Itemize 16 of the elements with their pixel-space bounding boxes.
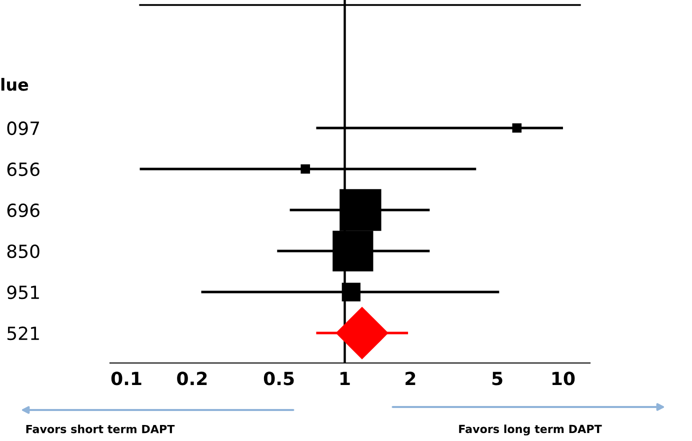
text: Favors long term DAPT	[459, 424, 602, 436]
y-tick-label: 850	[7, 244, 40, 258]
text: Favors short term DAPT	[26, 424, 175, 434]
y-tick-label: 951	[7, 286, 39, 300]
x-tick-label: 10	[552, 372, 575, 386]
x-tick-label: 1	[340, 372, 350, 386]
x-tick-label: 0.5	[264, 372, 294, 386]
text: lue	[1, 78, 28, 91]
x-tick-label: 5	[492, 372, 502, 386]
y-tick-label: 097	[7, 121, 40, 136]
y-tick-label: 656	[7, 162, 40, 176]
y-tick-label: 521	[7, 326, 39, 340]
x-tick-label: 2	[406, 372, 416, 386]
x-tick-label: 0.2	[177, 372, 207, 386]
y-tick-label: 696	[7, 203, 40, 218]
x-tick-label: 0.1	[111, 372, 142, 386]
